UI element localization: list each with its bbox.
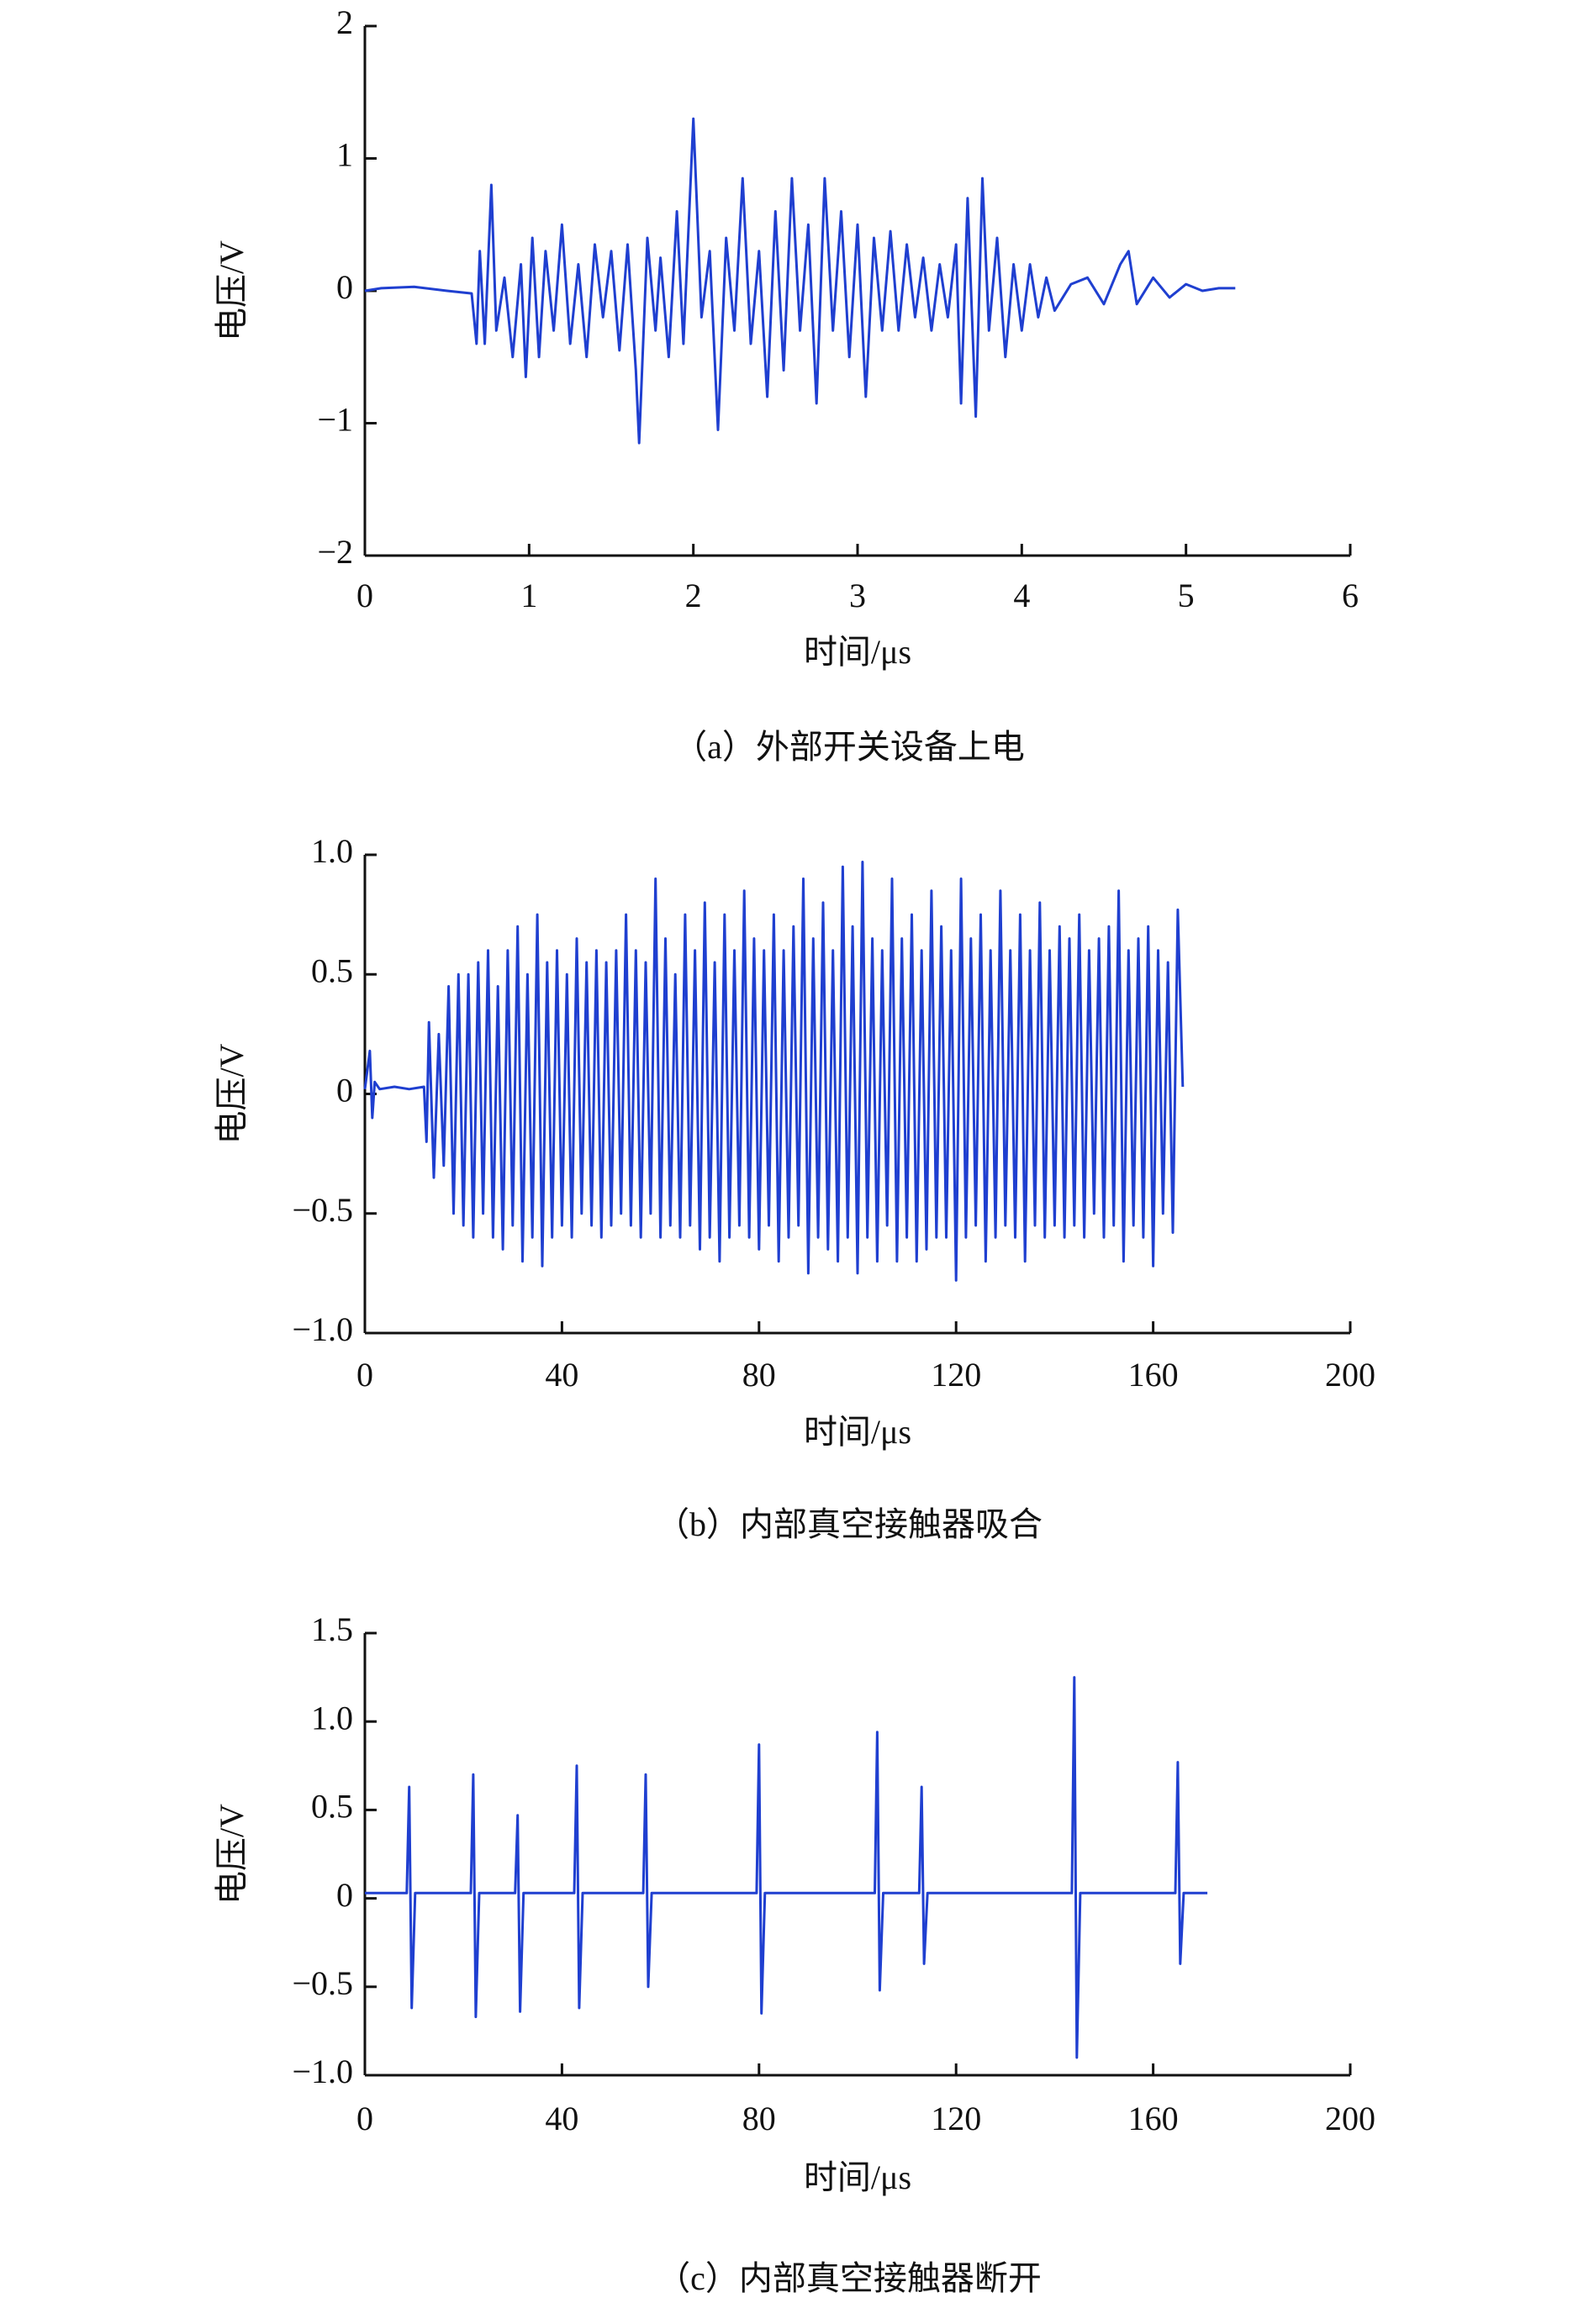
x-tick-label: 0 — [356, 2100, 373, 2137]
y-tick-label: 0.5 — [311, 1788, 353, 1826]
y-tick-label: −1.0 — [292, 2053, 353, 2090]
y-axis-label: 电压/V — [213, 1804, 251, 1905]
x-tick-label: 2 — [685, 577, 702, 614]
y-tick-label: 1.0 — [311, 832, 353, 870]
caption: （a）外部开关设备上电 — [673, 728, 1025, 766]
x-axis-label: 时间/μs — [804, 1413, 911, 1451]
y-tick-label: −2 — [317, 533, 353, 571]
x-tick-label: 200 — [1325, 2100, 1375, 2137]
waveform — [365, 1676, 1208, 2059]
x-tick-label: 200 — [1325, 1356, 1375, 1394]
x-tick-label: 0 — [356, 1356, 373, 1394]
y-tick-label: 2 — [336, 3, 353, 41]
x-axis-label: 时间/μs — [804, 633, 911, 671]
x-tick-label: 80 — [742, 2100, 776, 2137]
waveform — [363, 861, 1185, 1282]
y-tick-label: −1.0 — [292, 1310, 353, 1348]
y-tick-label: 0 — [336, 1072, 353, 1109]
y-tick-label: −1 — [317, 401, 353, 439]
y-tick-label: 0 — [336, 268, 353, 306]
x-tick-label: 160 — [1128, 2100, 1179, 2137]
y-tick-label: 1 — [336, 136, 353, 174]
x-tick-label: 40 — [545, 1356, 578, 1394]
y-tick-label: 1.0 — [311, 1699, 353, 1736]
x-tick-label: 3 — [849, 577, 866, 614]
y-tick-label: −0.5 — [292, 1191, 353, 1229]
y-tick-label: 0 — [336, 1876, 353, 1914]
x-tick-label: 160 — [1128, 1356, 1179, 1394]
caption: （b）内部真空接触器吸合 — [656, 1505, 1043, 1543]
y-tick-label: 0.5 — [311, 951, 353, 989]
x-tick-label: 120 — [931, 1356, 981, 1394]
y-axis-label: 电压/V — [213, 1043, 251, 1144]
x-tick-label: 40 — [545, 2100, 578, 2137]
x-axis-label: 时间/μs — [804, 2158, 911, 2196]
waveform — [364, 117, 1236, 445]
x-tick-label: 6 — [1342, 577, 1359, 614]
y-axis-label: 电压/V — [213, 240, 251, 341]
x-tick-label: 4 — [1013, 577, 1030, 614]
x-tick-label: 5 — [1178, 577, 1195, 614]
x-tick-label: 120 — [931, 2100, 981, 2137]
y-tick-label: 1.5 — [311, 1610, 353, 1648]
x-tick-label: 0 — [356, 577, 373, 614]
y-tick-label: −0.5 — [292, 1964, 353, 2002]
x-tick-label: 80 — [742, 1356, 776, 1394]
x-tick-label: 1 — [520, 577, 537, 614]
caption: （c）内部真空接触器断开 — [657, 2259, 1042, 2297]
